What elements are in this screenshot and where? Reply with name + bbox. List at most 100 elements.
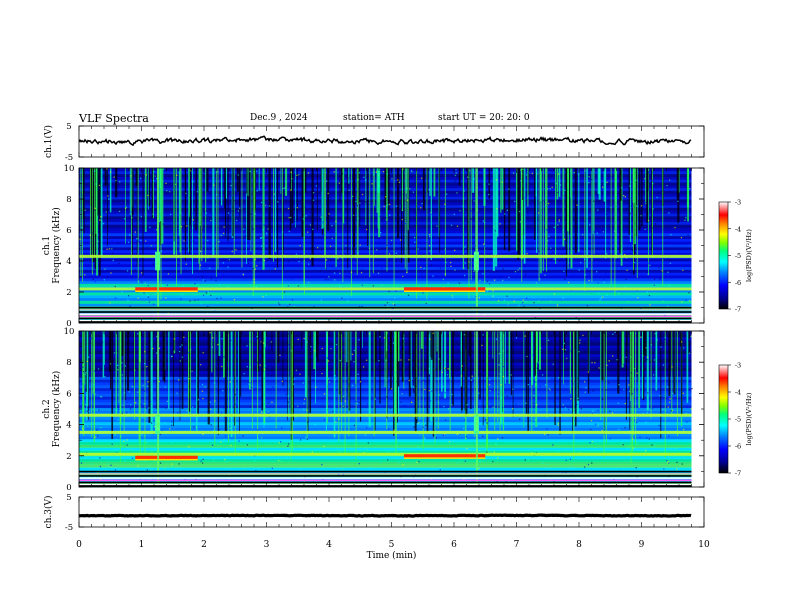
noise-pixel: [616, 359, 618, 361]
noise-pixel: [494, 230, 497, 232]
noise-pixel: [557, 424, 559, 426]
colorbar-tick-label: -3: [735, 199, 741, 207]
sferic-streak: [340, 168, 343, 193]
start-ut-label: start UT = 20: 20: 0: [438, 113, 530, 123]
noise-pixel: [430, 264, 433, 267]
sferic-streak: [384, 168, 387, 205]
spectrogram-tone-row: [79, 283, 692, 287]
noise-pixel: [176, 174, 178, 177]
sferic-streak: [535, 168, 538, 253]
noise-pixel: [496, 480, 498, 483]
noise-pixel: [562, 229, 564, 231]
sferic-streak-green: [272, 168, 274, 262]
noise-pixel: [402, 275, 405, 277]
sferic-streak: [224, 331, 227, 432]
noise-pixel: [450, 265, 452, 268]
noise-pixel: [220, 297, 222, 299]
noise-pixel: [444, 367, 446, 369]
noise-pixel: [584, 274, 586, 276]
noise-pixel: [331, 225, 333, 227]
noise-pixel: [456, 192, 458, 194]
noise-pixel: [527, 459, 530, 461]
sferic-streak-green: [139, 331, 141, 457]
y-tick-label: 2: [66, 288, 71, 298]
noise-pixel: [335, 385, 337, 387]
sferic-streak: [250, 168, 252, 252]
noise-pixel: [139, 443, 142, 445]
sferic-streak-green: [437, 331, 439, 430]
noise-pixel: [572, 412, 575, 414]
noise-pixel: [338, 182, 340, 184]
noise-pixel: [564, 349, 567, 351]
noise-pixel: [140, 239, 142, 242]
noise-pixel: [648, 169, 650, 171]
sferic-streak: [238, 168, 240, 206]
noise-pixel: [169, 428, 171, 430]
noise-pixel: [662, 300, 664, 302]
sferic-streak: [378, 168, 381, 238]
sferic-streak-green: [228, 331, 230, 443]
spectrogram-tone-row: [79, 435, 692, 440]
noise-pixel: [391, 178, 393, 180]
sferic-streak: [181, 331, 184, 409]
noise-pixel: [106, 248, 108, 250]
noise-pixel: [202, 278, 204, 280]
noise-pixel: [154, 425, 156, 428]
noise-pixel: [366, 427, 368, 429]
noise-pixel: [150, 422, 153, 424]
noise-pixel: [160, 250, 163, 252]
noise-pixel: [436, 359, 438, 361]
low-frequency-line: [79, 475, 692, 477]
noise-pixel: [384, 304, 386, 306]
noise-pixel: [315, 386, 317, 388]
noise-pixel: [410, 176, 413, 179]
noise-pixel: [492, 460, 494, 463]
noise-pixel: [600, 298, 602, 300]
noise-pixel: [442, 278, 445, 280]
sferic-streak: [638, 168, 641, 231]
noise-pixel: [228, 205, 230, 208]
noise-pixel: [93, 370, 96, 372]
sferic-streak: [225, 168, 227, 199]
noise-pixel: [242, 469, 245, 471]
sferic-streak-green: [610, 168, 612, 287]
noise-pixel: [202, 229, 204, 231]
noise-pixel: [94, 436, 97, 438]
noise-pixel: [281, 380, 283, 383]
noise-pixel: [134, 269, 136, 271]
noise-pixel: [148, 301, 151, 303]
noise-pixel: [402, 168, 404, 170]
sferic-streak: [575, 331, 577, 427]
noise-pixel: [186, 200, 189, 203]
noise-pixel: [668, 401, 671, 403]
noise-pixel: [138, 278, 140, 280]
noise-pixel: [264, 365, 266, 367]
noise-pixel: [429, 235, 431, 238]
noise-pixel: [691, 387, 693, 390]
sferic-streak: [681, 331, 683, 417]
noise-pixel: [108, 198, 110, 200]
noise-pixel: [339, 272, 341, 275]
noise-pixel: [286, 416, 289, 418]
noise-pixel: [293, 306, 296, 308]
noise-pixel: [498, 364, 500, 366]
noise-pixel: [252, 310, 254, 312]
sferic-streak-green: [275, 331, 277, 429]
sferic-streak: [646, 331, 649, 411]
sferic-streak-green: [593, 168, 595, 255]
noise-pixel: [396, 371, 398, 374]
noise-pixel: [493, 451, 496, 453]
noise-pixel: [437, 401, 440, 403]
sferic-streak-green: [144, 331, 146, 458]
noise-pixel: [671, 409, 674, 412]
sferic-streak: [207, 331, 210, 425]
noise-pixel: [606, 336, 609, 338]
x-tick-label: 7: [514, 540, 520, 550]
noise-pixel: [126, 412, 128, 414]
noise-pixel: [204, 386, 206, 388]
noise-pixel: [669, 384, 671, 386]
sferic-streak: [436, 331, 438, 352]
sferic-streak-green: [81, 168, 83, 282]
sferic-streak: [570, 168, 573, 269]
noise-pixel: [320, 299, 322, 301]
